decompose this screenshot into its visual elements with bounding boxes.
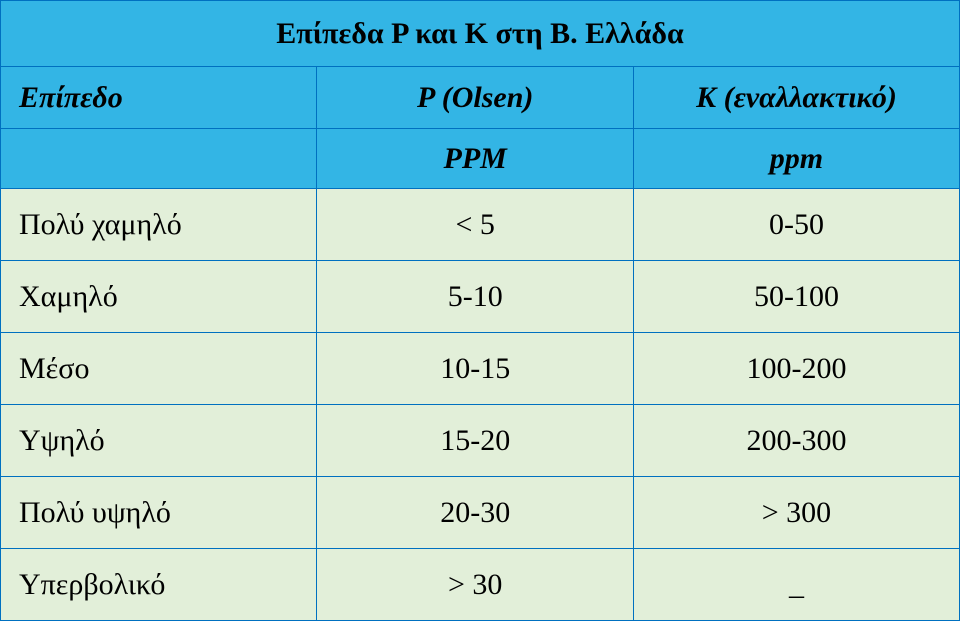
table-row: Υπερβολικό > 30 _ <box>1 549 960 621</box>
table-row: Υψηλό 15-20 200-300 <box>1 405 960 477</box>
unit-row: PPM ppm <box>1 129 960 189</box>
cell-level: Πολύ υψηλό <box>1 477 317 549</box>
unit-level-blank <box>1 129 317 189</box>
unit-p: PPM <box>317 129 633 189</box>
levels-table-container: Επίπεδα Ρ και Κ στη Β. Ελλάδα Επίπεδο P … <box>0 0 960 621</box>
table-title: Επίπεδα Ρ και Κ στη Β. Ελλάδα <box>1 1 960 67</box>
cell-p: 10-15 <box>317 333 633 405</box>
column-header-row: Επίπεδο P (Olsen) K (εναλλακτικό) <box>1 67 960 129</box>
table-row: Πολύ χαμηλό < 5 0-50 <box>1 189 960 261</box>
cell-p: > 30 <box>317 549 633 621</box>
levels-table: Επίπεδα Ρ και Κ στη Β. Ελλάδα Επίπεδο P … <box>0 0 960 621</box>
table-row: Πολύ υψηλό 20-30 > 300 <box>1 477 960 549</box>
cell-level: Μέσο <box>1 333 317 405</box>
cell-p: 20-30 <box>317 477 633 549</box>
col-header-level: Επίπεδο <box>1 67 317 129</box>
col-header-p: P (Olsen) <box>317 67 633 129</box>
cell-level: Χαμηλό <box>1 261 317 333</box>
cell-k: 0-50 <box>633 189 959 261</box>
cell-p: 15-20 <box>317 405 633 477</box>
unit-k: ppm <box>633 129 959 189</box>
cell-p: < 5 <box>317 189 633 261</box>
cell-k: > 300 <box>633 477 959 549</box>
cell-level: Υψηλό <box>1 405 317 477</box>
table-row: Χαμηλό 5-10 50-100 <box>1 261 960 333</box>
col-header-k: K (εναλλακτικό) <box>633 67 959 129</box>
cell-k: 50-100 <box>633 261 959 333</box>
cell-level: Πολύ χαμηλό <box>1 189 317 261</box>
cell-k: 200-300 <box>633 405 959 477</box>
cell-p: 5-10 <box>317 261 633 333</box>
table-row: Μέσο 10-15 100-200 <box>1 333 960 405</box>
cell-k: _ <box>633 549 959 621</box>
title-row: Επίπεδα Ρ και Κ στη Β. Ελλάδα <box>1 1 960 67</box>
cell-k: 100-200 <box>633 333 959 405</box>
cell-level: Υπερβολικό <box>1 549 317 621</box>
